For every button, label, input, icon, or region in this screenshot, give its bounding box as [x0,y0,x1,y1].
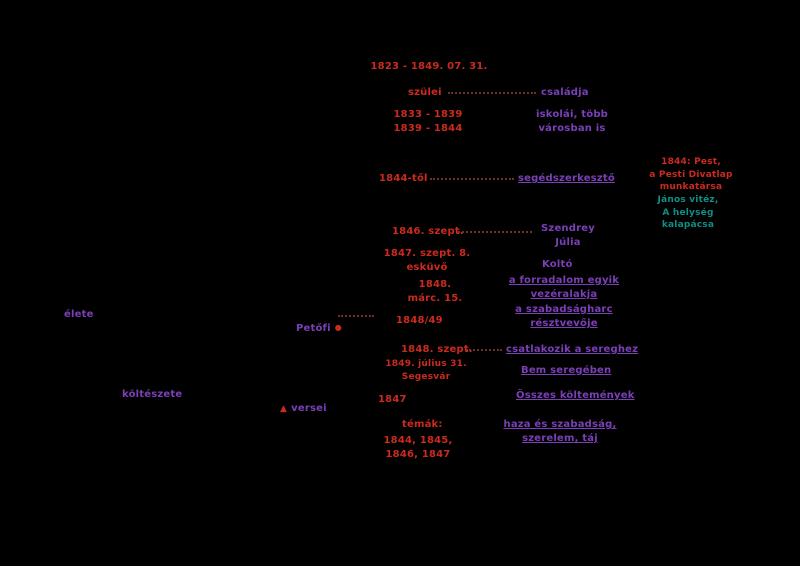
editor-date: 1844-től [379,173,428,184]
dotted-connector [338,315,374,317]
lost-date: 1847 [378,394,407,405]
school-dates: 1833 - 1839 1839 - 1844 [393,109,463,134]
themes-label: témák: [402,419,443,430]
themes-value: haza és szabadság, szerelem, táj [503,419,617,444]
freedom-value: a szabadságharc résztvevője [515,304,613,329]
central-node-life: Petőfi ● [296,308,342,336]
branch-label-poetry: költészete [122,389,183,400]
editor-value: segédszerkesztő [518,173,615,184]
triangle-marker-icon: ▲ [280,404,288,414]
revolution-value: a forradalom egyik vezéralakja [508,275,620,300]
death-date: 1849. július 31. Segesvár [385,359,467,382]
branch-label-life: élete [64,309,94,320]
school-value: iskolái, több városban is [535,109,609,134]
years-note: 1844, 1845, 1846, 1847 [383,435,453,460]
dotted-connector [430,178,514,180]
lost-value: Összes költemények [516,390,635,401]
central-node2-label: versei [291,403,327,414]
love-date: 1846. szept. [392,226,464,237]
bullet-icon: ● [334,323,342,332]
dotted-connector [466,349,502,351]
press-note: 1844: Pest, a Pesti Divatlap munkatársa [649,157,733,193]
wedding-dates: 1847. szept. 8. esküvő [383,248,471,273]
freedom-date: 1848/49 [396,315,443,326]
central-node-label: Petőfi [296,323,331,334]
wedding-place: Koltó [542,259,573,270]
lifespan-dates: 1823 - 1849. 07. 31. [370,61,488,72]
love-value: Szendrey Júlia [541,223,595,248]
death-value: Bem seregében [521,365,612,376]
dotted-connector [458,231,532,233]
central-node-poetry: ▲ versei [280,388,327,416]
works-note: János vitéz, A helység kalapácsa [657,195,719,231]
parents-value: családja [541,87,589,98]
revolution-dates: 1848. márc. 15. [407,279,463,304]
army-date: 1848. szept. [401,344,473,355]
dotted-connector [448,92,536,94]
parents-date-label: szülei [408,87,442,98]
army-value: csatlakozik a sereghez [506,344,639,355]
